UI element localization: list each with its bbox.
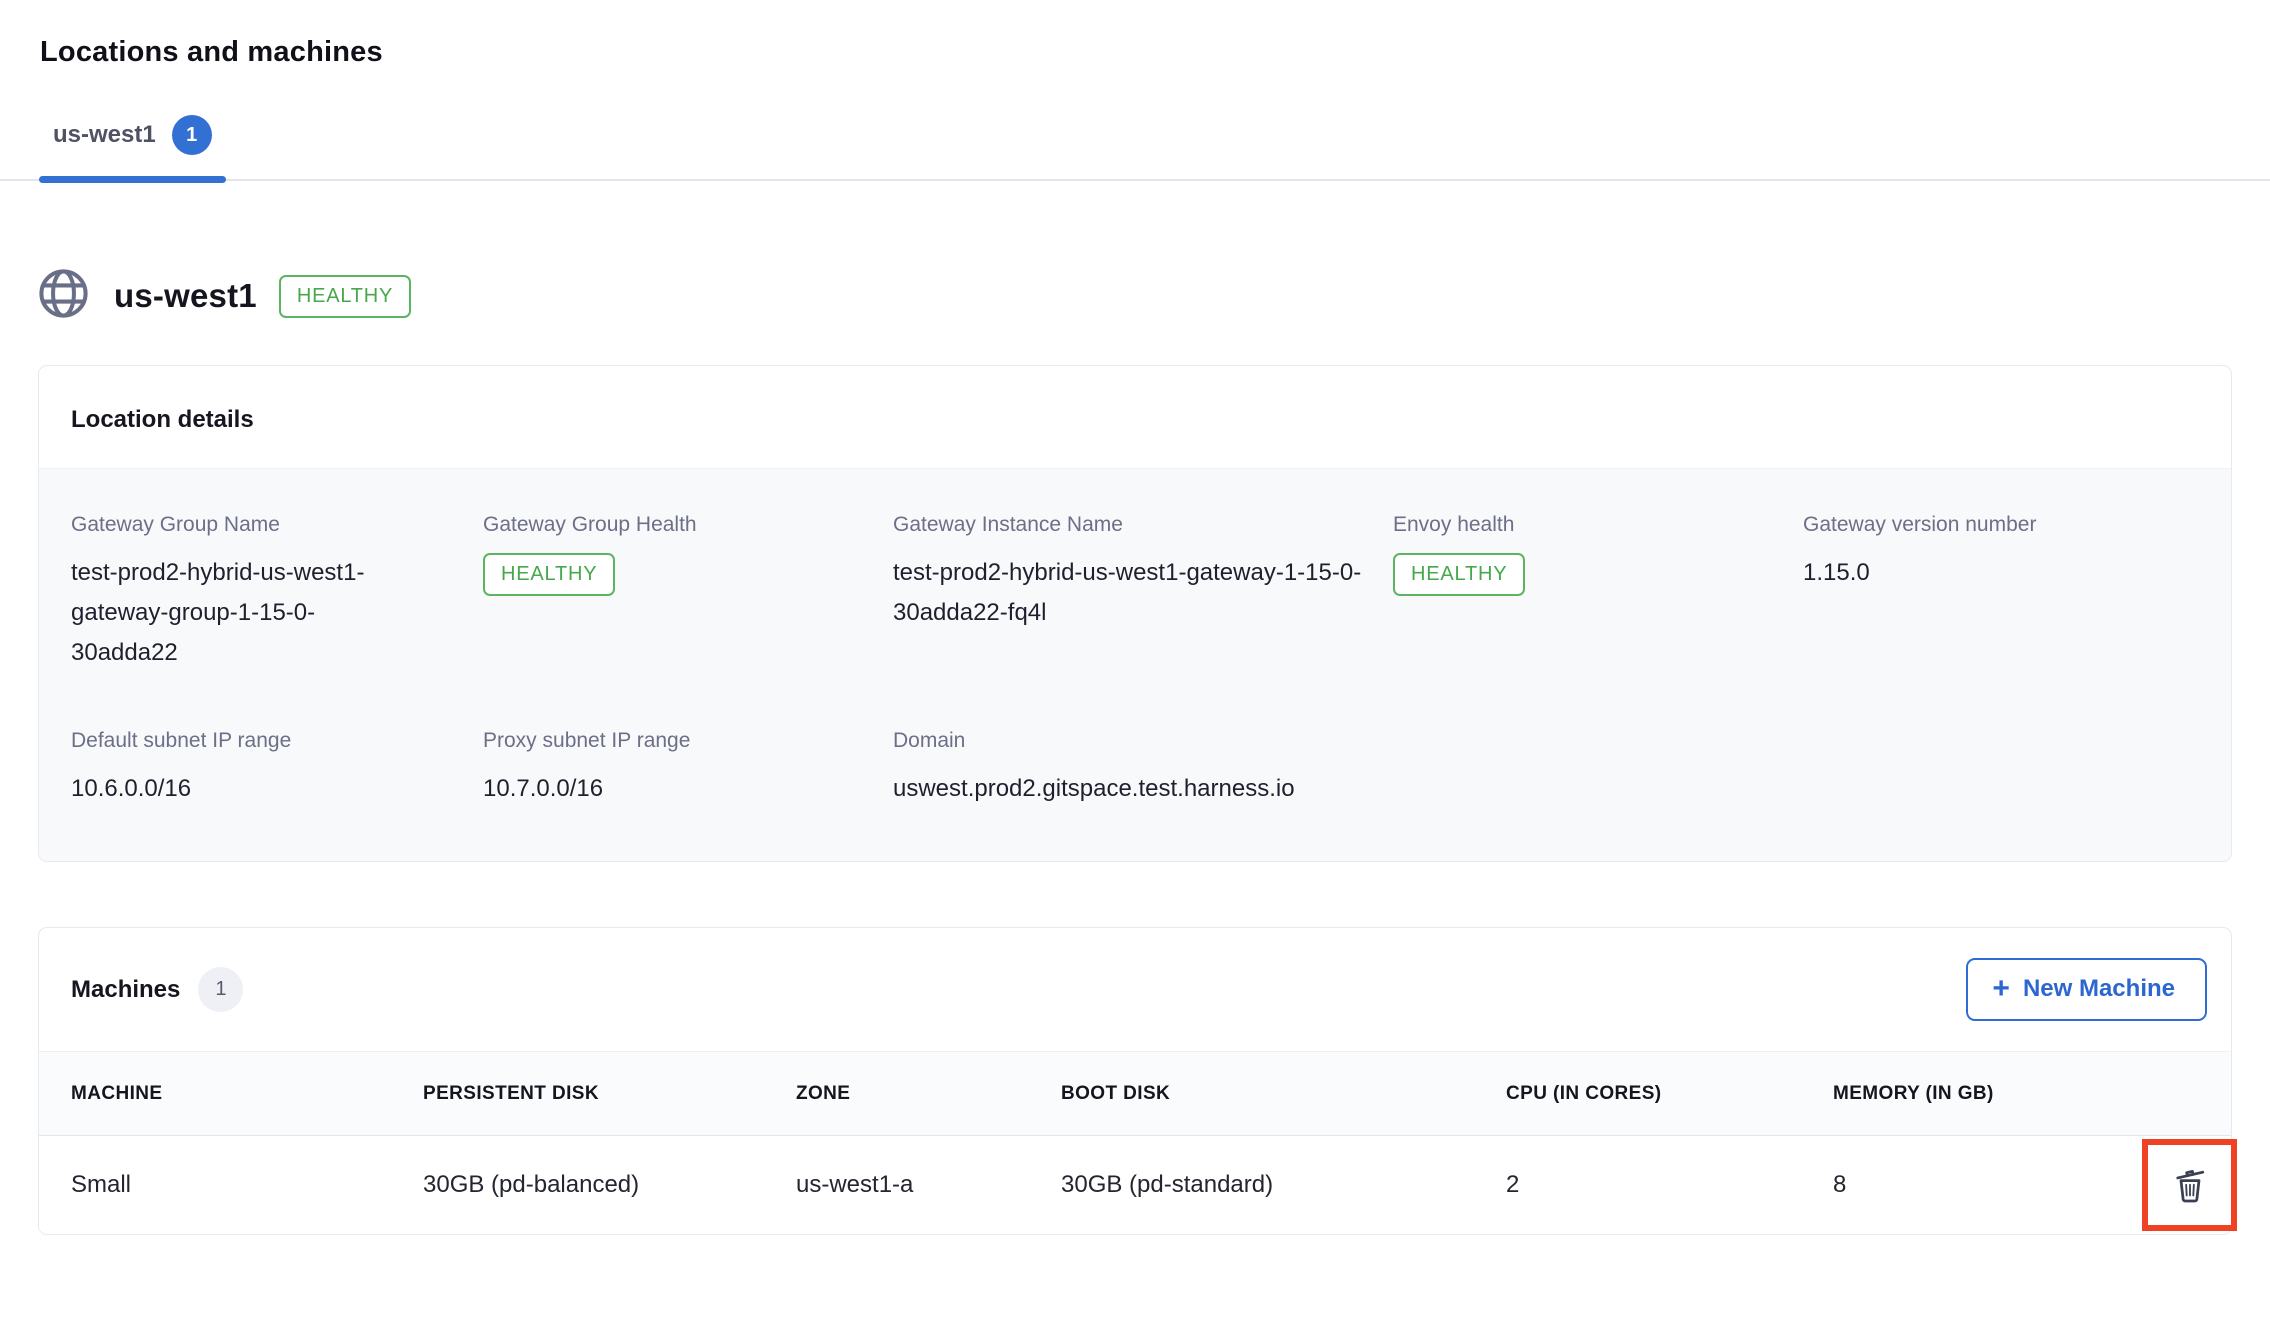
trash-icon: [2168, 1170, 2212, 1210]
cell-memory: 8: [1833, 1171, 1847, 1198]
field-proxy-subnet: Proxy subnet IP range 10.7.0.0/16: [483, 729, 691, 802]
delete-machine-button[interactable]: [2168, 1163, 2212, 1207]
machines-title-group: Machines 1: [71, 967, 244, 1012]
field-envoy-health: Envoy health HEALTHY: [1393, 513, 1803, 673]
machines-header: Machines 1 + New Machine: [39, 928, 2231, 1051]
col-zone: ZONE: [796, 1082, 851, 1104]
tabs-bar: us-west1 1: [0, 115, 2270, 183]
fields-row-1: Gateway Group Name test-prod2-hybrid-us-…: [71, 513, 2199, 673]
col-persistent-disk: PERSISTENT DISK: [423, 1082, 599, 1104]
tab-us-west1[interactable]: us-west1 1: [39, 115, 226, 183]
page-title: Locations and machines: [40, 36, 383, 68]
cell-machine: Small: [71, 1171, 132, 1198]
cell-zone: us-west1-a: [796, 1171, 914, 1198]
col-machine: MACHINE: [71, 1082, 163, 1104]
location-name: us-west1: [114, 277, 257, 314]
field-domain: Domain uswest.prod2.gitspace.test.harnes…: [893, 729, 1295, 802]
machines-title: Machines: [71, 975, 181, 1003]
annotation-highlight-box: [2142, 1139, 2237, 1231]
new-machine-button[interactable]: + New Machine: [1966, 958, 2207, 1021]
cell-persistent-disk: 30GB (pd-balanced): [423, 1171, 640, 1198]
field-default-subnet: Default subnet IP range 10.6.0.0/16: [71, 729, 292, 802]
machines-table-header: MACHINE PERSISTENT DISK ZONE BOOT DISK C…: [39, 1051, 2231, 1136]
location-details-title: Location details: [71, 406, 254, 433]
location-status-badge: HEALTHY: [278, 274, 412, 318]
location-header: us-west1 HEALTHY: [35, 265, 2270, 327]
machines-card: Machines 1 + New Machine MACHINE PERSIST…: [38, 927, 2237, 1235]
cell-boot-disk: 30GB (pd-standard): [1061, 1171, 1274, 1198]
col-memory: MEMORY (IN GB): [1833, 1082, 1994, 1104]
globe-icon: [35, 265, 92, 327]
field-gateway-version: Gateway version number 1.15.0: [1803, 513, 2037, 586]
cell-cpu: 2: [1506, 1171, 1520, 1198]
location-details-card: Location details Gateway Group Name test…: [38, 365, 2232, 862]
plus-icon: +: [1992, 972, 2010, 1005]
field-gateway-group-health: Gateway Group Health HEALTHY: [483, 513, 893, 673]
col-boot-disk: BOOT DISK: [1061, 1082, 1171, 1104]
envoy-health-badge: HEALTHY: [1393, 553, 1526, 596]
tab-label: us-west1: [53, 121, 156, 148]
field-gateway-group-name: Gateway Group Name test-prod2-hybrid-us-…: [71, 513, 365, 666]
field-gateway-instance-name: Gateway Instance Name test-prod2-hybrid-…: [893, 513, 1362, 626]
tab-count-badge: 1: [171, 115, 212, 155]
location-details-fields: Gateway Group Name test-prod2-hybrid-us-…: [39, 468, 2231, 861]
gateway-group-health-badge: HEALTHY: [483, 553, 616, 596]
machine-table-row: Small 30GB (pd-balanced) us-west1-a 30GB…: [39, 1136, 2237, 1234]
fields-row-2: Default subnet IP range 10.6.0.0/16 Prox…: [71, 729, 2199, 809]
new-machine-button-label: New Machine: [2022, 975, 2175, 1002]
col-cpu: CPU (IN CORES): [1506, 1082, 1662, 1104]
machines-count-badge: 1: [198, 967, 244, 1012]
